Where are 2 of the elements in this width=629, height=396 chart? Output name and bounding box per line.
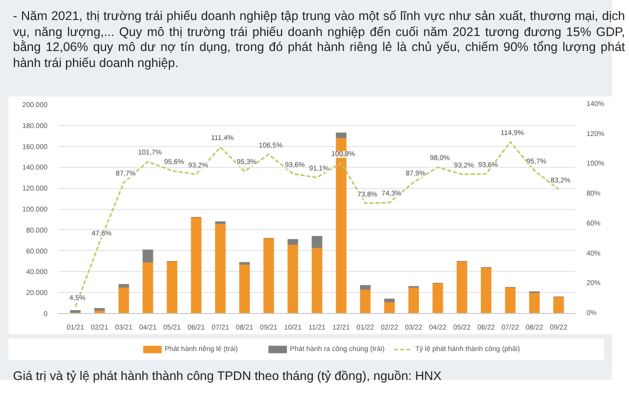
text: - Năm 2021, thị trường trái phiếu doanh nghiệp tập trung vào một số lĩnh vực như sản xuất, thương mại, dịch vụ, năng lượng,... Quy mô thị trường trái phiếu doanh nghiệp đến cuối năm 2021 tương đương 15% GDP, bằng 12,06% quy mô dư nợ tín dụng, trong đó phát hành riêng lẻ là chủ yếu, chiếm 90% tổng lượng phát hành trái phiếu doanh nghiệp. xyxy=(13,9,625,72)
text: Giá trị và tỷ lệ phát hành thành công TPDN theo tháng (tỷ đồng), nguồn: HNX xyxy=(13,369,442,385)
